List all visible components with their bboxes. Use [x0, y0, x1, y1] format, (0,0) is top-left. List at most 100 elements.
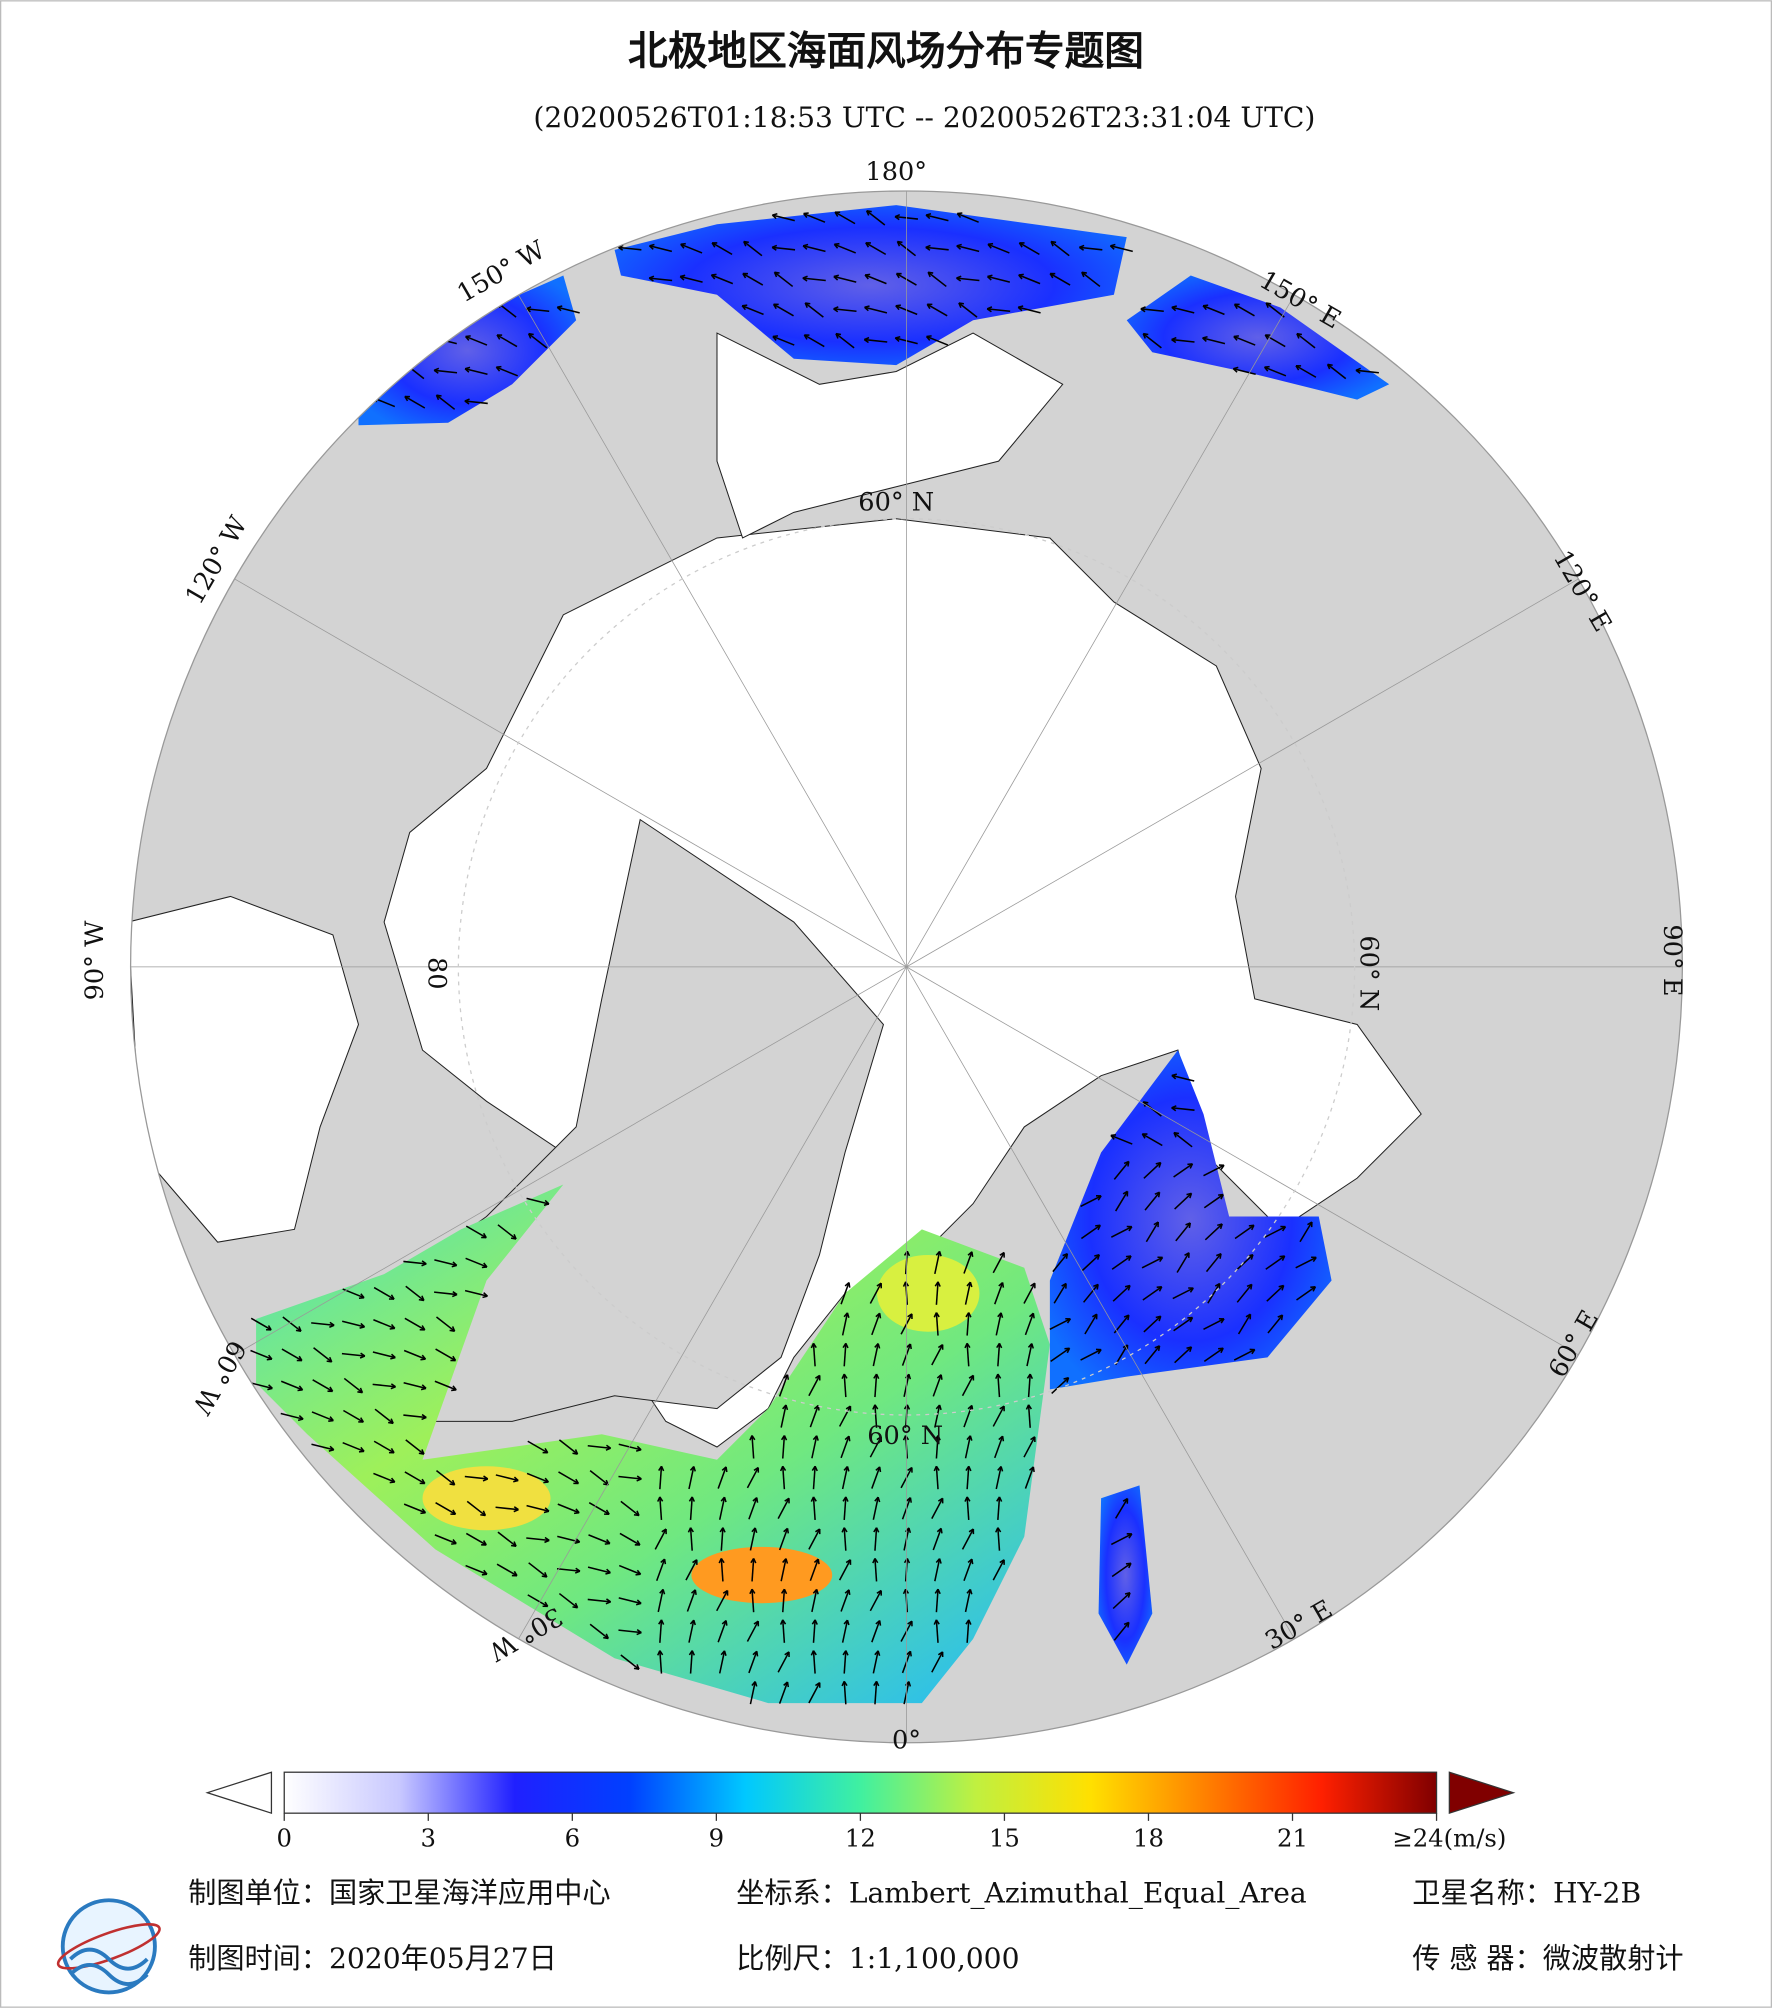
wind-arrow-head	[1265, 302, 1272, 308]
wind-arrow-head	[844, 1589, 851, 1595]
wind-arrow-head	[1109, 243, 1116, 250]
wind-arrow-head	[874, 1343, 881, 1349]
wind-arrow-head	[896, 240, 903, 247]
wind-arrow-head	[873, 1527, 880, 1533]
wind-arrow-head	[689, 1619, 696, 1626]
wind-arrow	[1112, 1592, 1131, 1610]
wind-arrow	[1111, 1562, 1132, 1578]
wind-arrow-head	[1277, 1314, 1284, 1321]
wind-arrow-head	[1202, 335, 1208, 343]
wind-arrow-head	[782, 1558, 789, 1564]
wind-arrow	[659, 1466, 663, 1490]
wind-arrow-head	[907, 1313, 913, 1320]
wind-arrow	[280, 1380, 303, 1391]
wind-arrow	[619, 1532, 641, 1546]
wind-arrow	[840, 1435, 850, 1459]
wind-arrow-head	[935, 1404, 942, 1411]
wind-arrow	[1053, 1283, 1067, 1304]
wind-arrow-head	[815, 1374, 821, 1381]
wind-arrow	[1084, 1313, 1098, 1335]
wind-arrow-head	[926, 303, 933, 310]
wind-arrow	[716, 1590, 729, 1612]
wind-arrow-head	[864, 273, 871, 280]
wind-arrow-head	[1030, 1436, 1036, 1442]
wind-arrow-head	[648, 243, 655, 250]
wind-arrow	[1081, 271, 1101, 288]
wind-arrow	[587, 1445, 611, 1449]
wind-arrow-head	[1355, 367, 1361, 374]
wind-arrow-head	[297, 1415, 304, 1422]
wind-arrow-head	[511, 1570, 518, 1577]
wind-arrow	[778, 1374, 789, 1397]
wind-arrow	[659, 1650, 663, 1674]
wind-arrow	[872, 1343, 879, 1367]
wind-arrow	[1111, 1255, 1132, 1270]
wind-arrow-head	[783, 1527, 790, 1534]
wind-arrow-head	[1307, 1221, 1313, 1228]
wind-arrow	[1024, 1466, 1035, 1489]
wind-arrow-head	[451, 1385, 457, 1392]
wind-arrow-head	[1154, 1191, 1161, 1198]
wind-arrow-head	[1249, 1348, 1256, 1355]
wind-arrow	[434, 369, 458, 374]
wind-arrow	[1110, 245, 1133, 253]
colorbar-scale	[283, 1771, 1438, 1814]
wind-arrow	[1296, 333, 1316, 349]
wind-arrow-head	[874, 1650, 881, 1656]
wind-arrow-head	[964, 1496, 971, 1502]
wind-arrow-head	[1081, 271, 1087, 278]
wind-arrow	[866, 210, 886, 226]
graticule-label: 80	[421, 957, 451, 990]
wind-arrow	[864, 274, 887, 285]
wind-arrow	[496, 334, 518, 348]
wind-arrow	[720, 1558, 724, 1582]
wind-arrow	[843, 1373, 847, 1398]
wind-arrow-head	[605, 1598, 612, 1605]
wind-arrow-head	[1095, 1348, 1102, 1355]
wind-arrow	[1081, 1254, 1100, 1272]
wind-arrow	[680, 243, 703, 254]
wind-arrow	[782, 1619, 786, 1643]
wind-arrow	[587, 1566, 611, 1574]
wind-arrow-head	[999, 1559, 1005, 1565]
meridian	[906, 966, 1595, 1365]
wind-arrow	[1295, 1256, 1317, 1269]
wind-arrow-head	[358, 1417, 365, 1423]
wind-arrow-head	[604, 1539, 611, 1545]
wind-arrow-head	[743, 240, 749, 247]
wind-arrow	[782, 1466, 786, 1490]
wind-arrow-head	[810, 1342, 817, 1349]
wind-arrow-head	[495, 365, 502, 372]
wind-arrow-head	[1018, 273, 1024, 280]
wind-arrow	[1079, 246, 1103, 251]
wind-arrow-head	[934, 1281, 941, 1287]
wind-arrow	[935, 1281, 939, 1305]
wind-arrow	[811, 1435, 818, 1459]
wind-arrow	[808, 1528, 821, 1550]
wind-arrow	[403, 1260, 427, 1265]
wind-arrow-head	[633, 1510, 640, 1517]
wind-arrow	[659, 1619, 663, 1643]
wind-arrow-head	[997, 1465, 1004, 1472]
wind-arrow	[620, 1500, 640, 1517]
wind-arrow	[874, 1527, 878, 1551]
wind-arrow-head	[937, 1497, 944, 1504]
wind-arrow-head	[1017, 305, 1024, 312]
wind-arrow	[1265, 1255, 1286, 1270]
wind-arrow-head	[420, 1508, 427, 1515]
wind-arrow-head	[1217, 1223, 1223, 1230]
colorbar-tick-label: 21	[1277, 1824, 1308, 1853]
wind-arrow	[1141, 1133, 1163, 1147]
wind-arrow-head	[935, 1558, 942, 1564]
wind-arrow	[812, 1650, 816, 1674]
wind-arrow	[618, 1443, 642, 1451]
wind-arrow	[778, 1528, 789, 1551]
wind-arrow-head	[999, 1251, 1005, 1258]
wind-arrow-head	[833, 306, 839, 313]
wind-arrow	[963, 1251, 973, 1274]
wind-arrow	[1049, 272, 1071, 286]
wind-arrow	[748, 1651, 758, 1674]
wind-arrow	[1018, 274, 1041, 285]
wind-arrow	[688, 1466, 695, 1490]
wind-arrow	[1052, 1253, 1068, 1273]
